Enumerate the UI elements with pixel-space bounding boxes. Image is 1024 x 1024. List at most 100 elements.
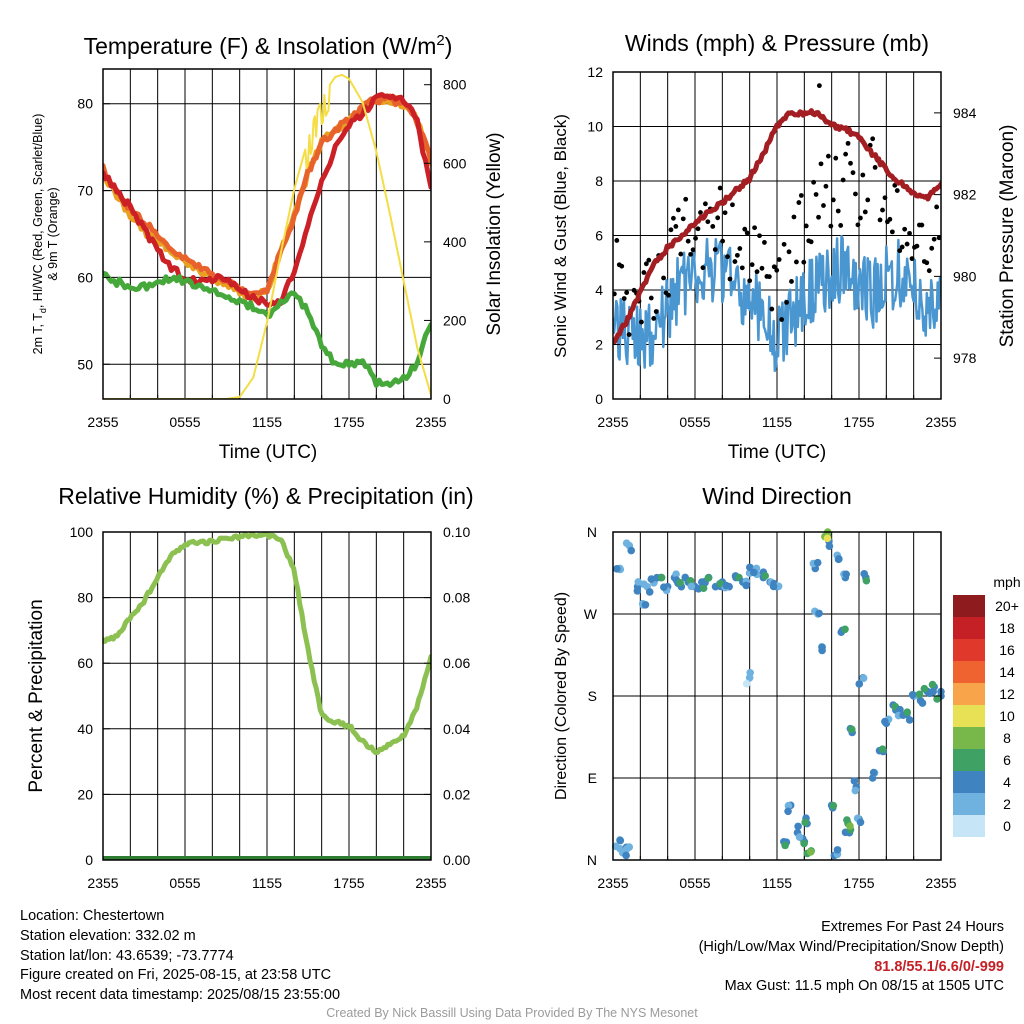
wind-direction-point xyxy=(833,846,842,854)
x-tick-label-temp: 2355 xyxy=(415,414,446,430)
gust-point xyxy=(823,183,829,189)
gust-point xyxy=(857,215,863,221)
wind-direction-point xyxy=(918,699,927,707)
gust-point xyxy=(747,278,753,284)
wind-direction-point xyxy=(634,578,643,586)
gust-point xyxy=(693,235,698,241)
gust-point xyxy=(821,203,826,208)
wind-direction-point xyxy=(869,768,878,777)
pressure-line xyxy=(613,108,941,345)
wind-direction-point xyxy=(672,570,680,579)
wind-direction-point xyxy=(855,680,864,688)
gust-point xyxy=(651,316,657,321)
gust-point xyxy=(643,261,649,267)
colorbar-label: 12 xyxy=(999,686,1015,702)
y2-tick-label-temp: 600 xyxy=(443,155,467,171)
wind-direction-point xyxy=(860,570,868,578)
colorbar-label: 18 xyxy=(999,620,1015,636)
gust-point xyxy=(850,170,856,176)
gust-point xyxy=(683,196,689,202)
wind-direction-point xyxy=(908,691,917,699)
wind-direction-point xyxy=(781,841,789,850)
wind-direction-point xyxy=(823,534,832,543)
gust-point xyxy=(710,224,716,229)
x-tick-label-rh: 1155 xyxy=(252,875,282,891)
gust-point xyxy=(845,140,851,146)
gust-point xyxy=(889,229,895,235)
colorbar-label: 0 xyxy=(1003,818,1011,834)
x-tick-label-dir: 0555 xyxy=(679,875,710,891)
gust-point xyxy=(855,222,861,228)
y2-tick-label-wind: 984 xyxy=(953,105,977,121)
gust-point xyxy=(865,197,871,203)
gust-point xyxy=(816,214,821,220)
wind-direction-point xyxy=(800,839,808,848)
gust-point xyxy=(872,165,878,170)
colorbar-swatch xyxy=(953,771,985,793)
station-info: Location: Chestertown Station elevation:… xyxy=(20,907,340,1006)
wind-direction-point xyxy=(784,807,792,816)
insolation-line xyxy=(103,73,431,399)
wind-direction-point xyxy=(622,851,630,860)
gust-point xyxy=(781,241,787,247)
wind-direction-point xyxy=(856,818,865,827)
wind-direction-point xyxy=(616,836,625,845)
gust-point xyxy=(882,195,888,201)
gust-point xyxy=(646,257,652,263)
x-tick-label-rh: 2355 xyxy=(87,875,118,891)
y-tick-label-rh: 100 xyxy=(70,524,94,540)
gust-point xyxy=(776,257,782,262)
gust-point xyxy=(766,274,772,280)
gust-point xyxy=(794,259,799,265)
extremes-legend: (High/Low/Max Wind/Precipitation/Snow De… xyxy=(698,938,1004,955)
gust-point xyxy=(931,236,937,242)
wind-direction-point xyxy=(750,568,758,577)
wind-direction-point xyxy=(815,609,823,618)
gust-point xyxy=(742,226,748,232)
temperature-series-line-1 xyxy=(103,93,431,297)
gust-point xyxy=(734,252,740,258)
max-gust-point xyxy=(816,83,822,89)
gust-point xyxy=(862,209,868,215)
colorbar-swatch xyxy=(953,661,985,683)
extremes-title: Extremes For Past 24 Hours xyxy=(821,919,1004,935)
wind-direction-point xyxy=(625,843,634,851)
gust-point xyxy=(769,306,775,312)
y-tick-label-temp: 70 xyxy=(77,183,93,199)
gust-point xyxy=(791,214,797,220)
y-tick-label-wind: 12 xyxy=(587,64,603,80)
gust-point xyxy=(870,136,876,142)
gust-point xyxy=(894,188,900,193)
gust-point xyxy=(848,160,853,166)
gust-point xyxy=(675,207,681,213)
gust-point xyxy=(835,208,841,214)
gust-point xyxy=(717,185,723,191)
y2-tick-label-temp: 0 xyxy=(443,391,451,407)
gust-point xyxy=(626,332,632,337)
gust-point xyxy=(902,226,908,232)
wind-direction-point xyxy=(843,816,851,824)
latlon-text: Station lat/lon: 43.6539; -73.7774 xyxy=(20,947,234,964)
wind-direction-point xyxy=(742,679,751,688)
gust-point xyxy=(744,230,750,236)
gust-point xyxy=(860,172,866,178)
temperature-series-line-2 xyxy=(103,92,431,308)
gust-point xyxy=(803,223,809,229)
gust-point xyxy=(796,200,802,205)
x-tick-label-dir: 2355 xyxy=(597,875,628,891)
gust-point xyxy=(613,291,617,297)
wind-direction-point xyxy=(795,833,804,841)
y2-tick-label-rh: 0.04 xyxy=(443,721,470,737)
y-tick-label-rh: 80 xyxy=(77,590,93,606)
gust-point xyxy=(739,265,745,271)
gust-point xyxy=(712,247,718,252)
wind-direction-point xyxy=(806,848,815,856)
gust-point xyxy=(754,269,760,275)
colorbar-swatch xyxy=(953,749,985,771)
x-tick-label-wind: 0555 xyxy=(679,414,710,430)
gust-point xyxy=(784,299,789,305)
gust-point xyxy=(904,241,910,247)
x-axis-label-temp: Time (UTC) xyxy=(219,442,318,463)
gust-point xyxy=(813,192,819,197)
colorbar-label: 2 xyxy=(1003,796,1011,812)
